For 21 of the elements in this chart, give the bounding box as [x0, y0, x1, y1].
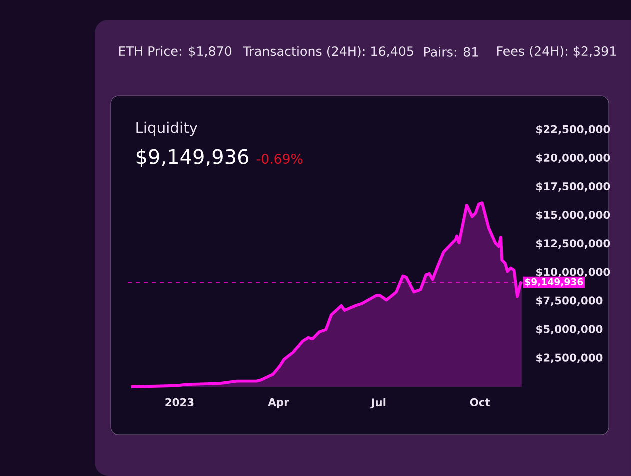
chart-title: Liquidity [136, 122, 198, 136]
y-tick-label: $10,000,000 [536, 268, 610, 278]
y-tick-label: $7,500,000 [536, 296, 603, 306]
y-tick-label: $15,000,000 [536, 210, 610, 221]
text: Transactions (24H): 16,405 [243, 46, 414, 58]
text: ETH Price: $1,870 [120, 46, 232, 58]
y-tick-label: $22,500,000 [536, 125, 610, 135]
x-tick-label: Oct [470, 398, 490, 406]
text: Pairs: 81 [424, 47, 478, 57]
x-tick-label: Apr [268, 398, 290, 408]
y-tick-label: $2,500,000 [536, 354, 603, 364]
text: $9,149,936 [136, 148, 248, 168]
y-tick-label: $17,500,000 [536, 182, 610, 192]
x-tick-label: Jul [370, 398, 386, 409]
y-tick-label: $20,000,000 [536, 154, 610, 164]
x-tick-label: 2023 [166, 398, 194, 406]
y-tick-label: $12,500,000 [536, 239, 610, 250]
y-tick-label: $5,000,000 [536, 325, 603, 335]
text: Fees (24H): $2,391 [498, 46, 616, 58]
ref-line-label: $9,149,936 [525, 278, 584, 287]
annotation: -0.69% [256, 154, 303, 164]
